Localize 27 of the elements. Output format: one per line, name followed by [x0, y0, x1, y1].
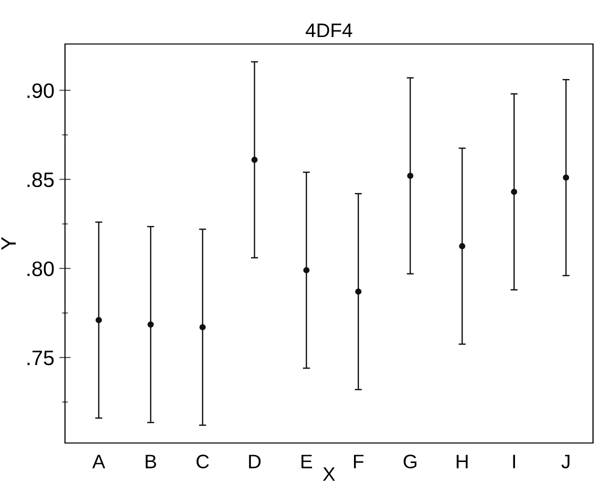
point [407, 172, 414, 179]
x-tick-label: J [561, 454, 570, 468]
x-tick-label: F [354, 454, 364, 468]
y-tick-label: .85 [28, 172, 54, 188]
x-tick-label: B [146, 454, 156, 468]
y-tick-label: .80 [28, 261, 54, 276]
x-tick-label: D [249, 454, 261, 468]
point [459, 243, 466, 250]
y-tick-label: .90 [28, 83, 54, 98]
x-tick-label: I [513, 454, 515, 468]
point [148, 321, 154, 328]
point [199, 324, 206, 330]
x-axis-title: X [322, 467, 336, 481]
point [355, 288, 362, 295]
point [251, 156, 258, 163]
x-tick-label: G [404, 454, 416, 468]
y-tick-label: .75 [28, 350, 54, 366]
chart-title: 4DF4 [306, 24, 352, 38]
x-tick-label: E [302, 454, 312, 468]
point [562, 174, 570, 181]
point [303, 267, 310, 274]
point [96, 316, 102, 324]
x-tick-label: H [456, 454, 468, 468]
x-tick-label: C [196, 454, 209, 468]
point [510, 188, 518, 195]
y-axis-title: Y [1, 237, 16, 250]
x-tick-label: A [92, 454, 106, 468]
